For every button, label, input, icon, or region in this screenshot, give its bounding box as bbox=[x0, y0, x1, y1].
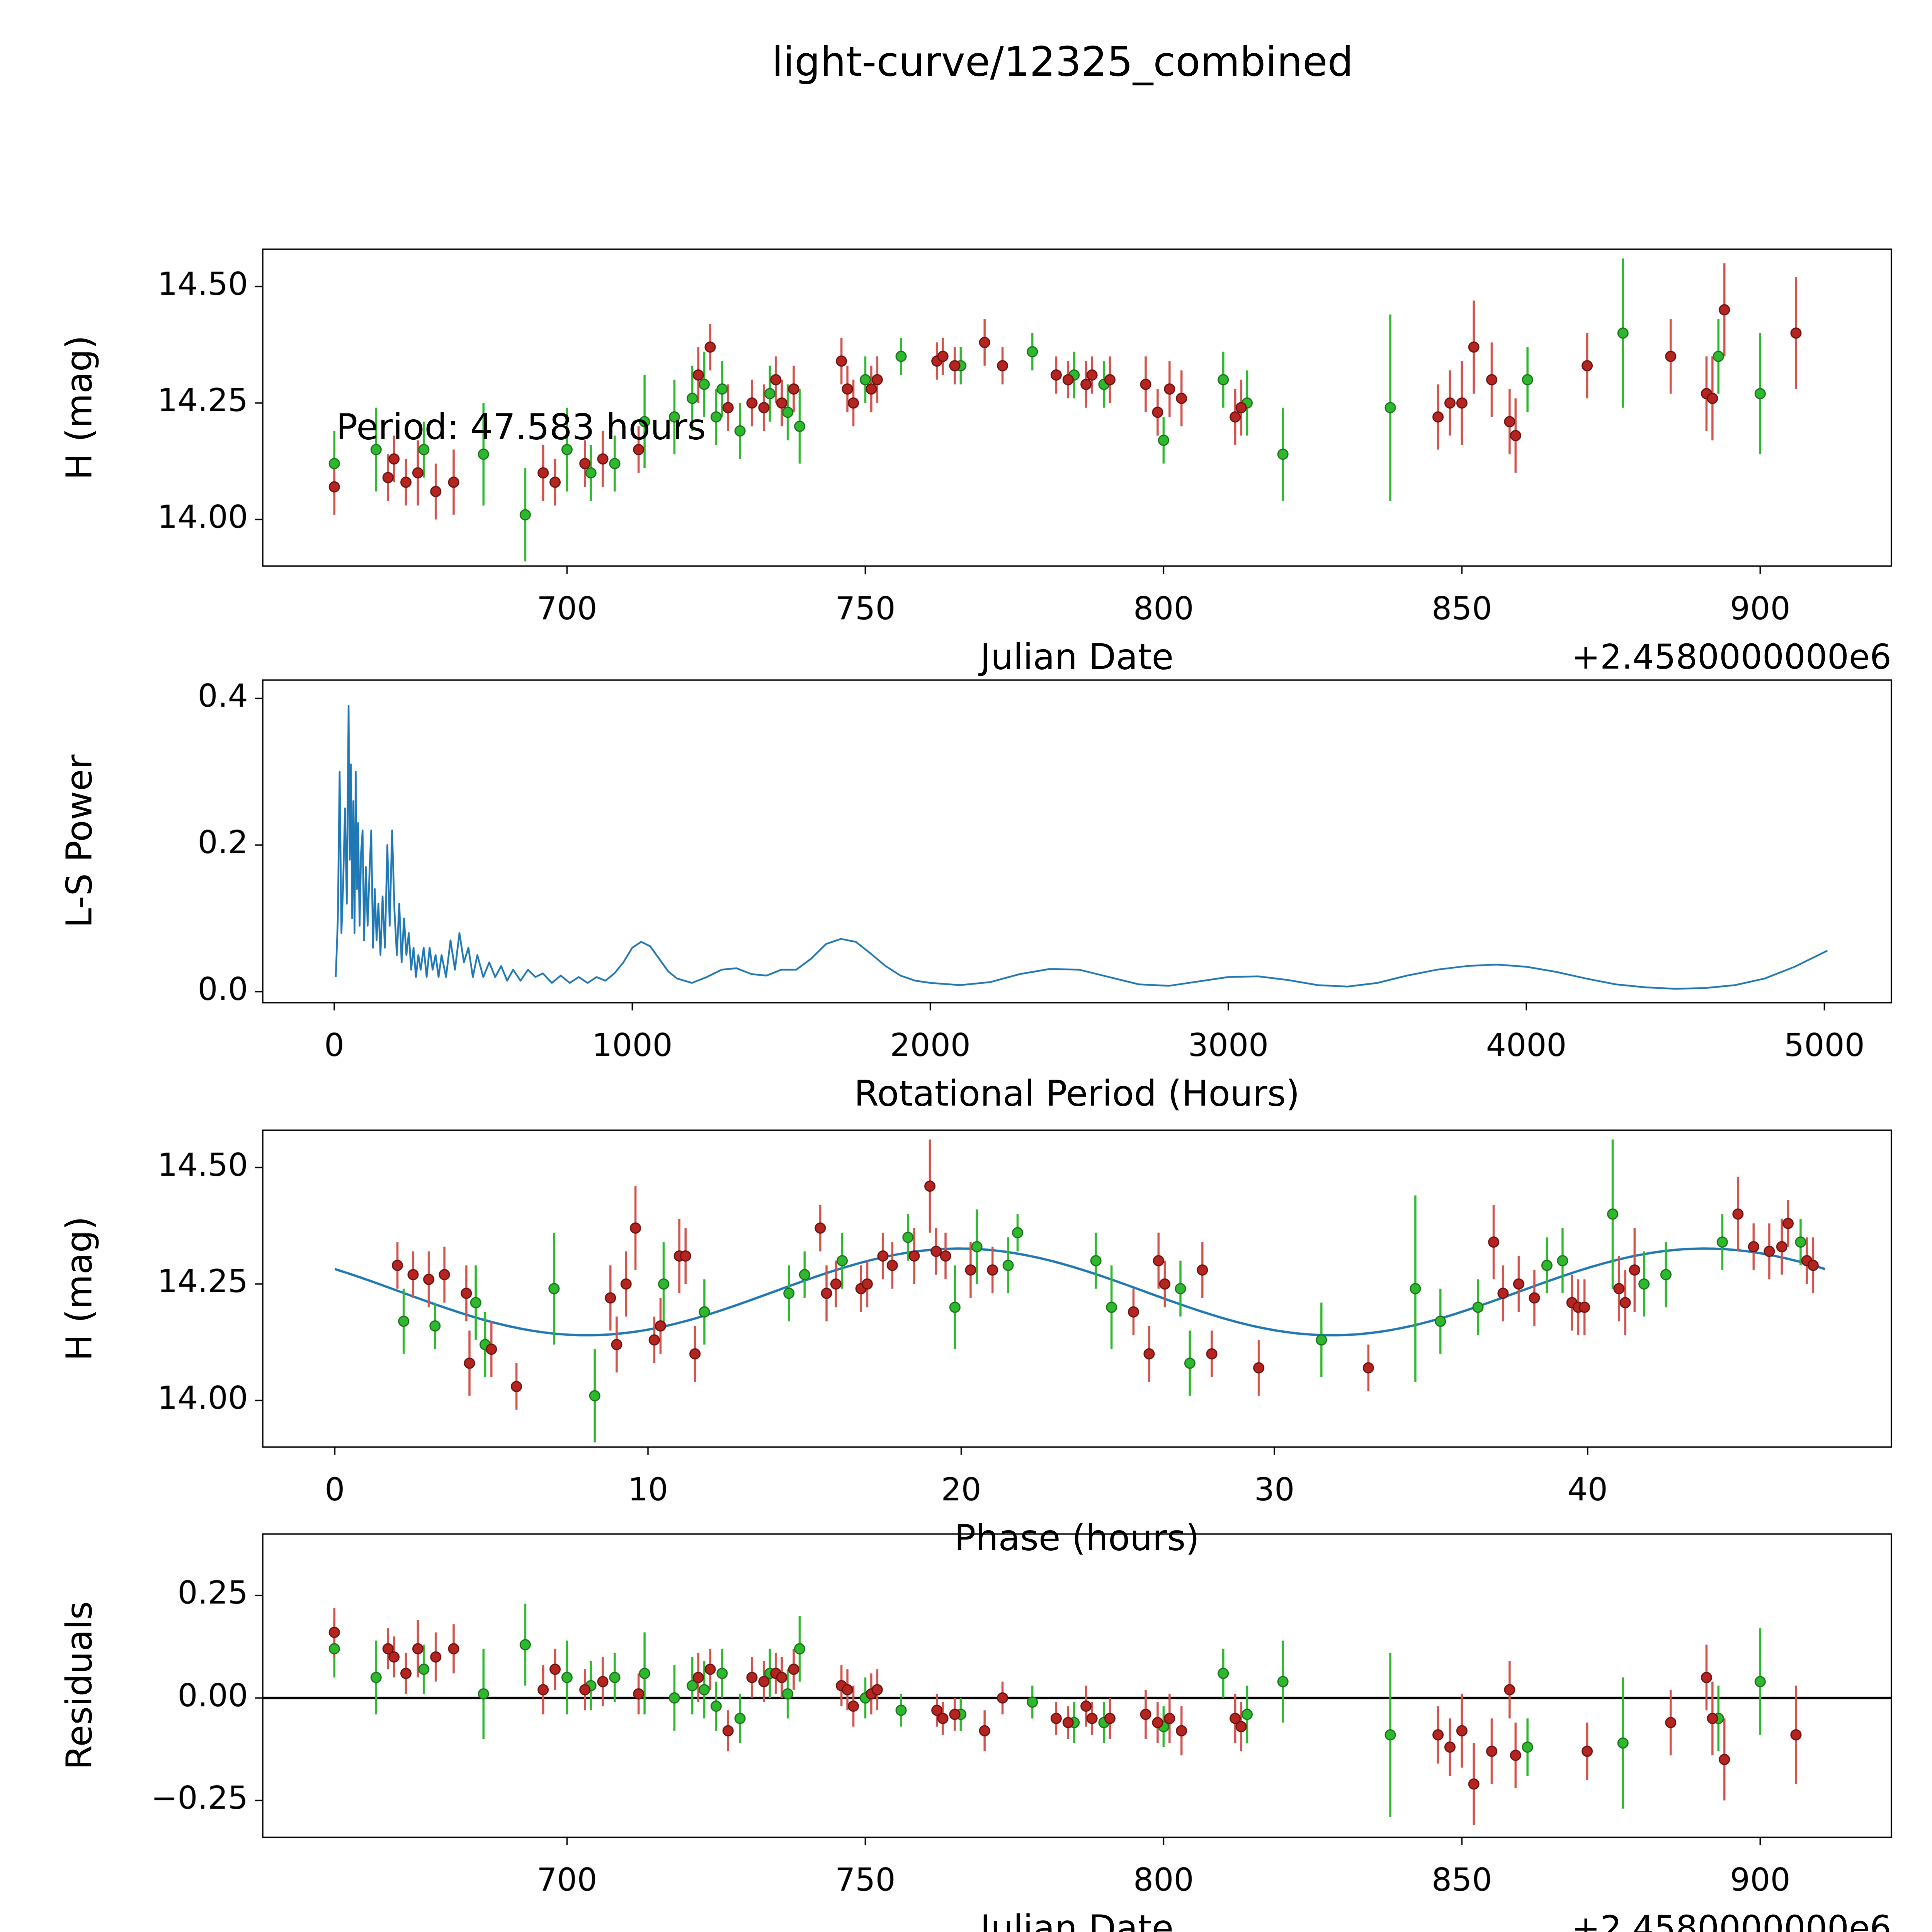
periodogram-plot bbox=[139, 657, 1932, 1072]
phased-light-curve-plot bbox=[139, 1107, 1932, 1517]
figure-title: light-curve/12325_combined bbox=[772, 38, 1354, 85]
xlabel-julian-date-bottom: Julian Date bbox=[980, 1907, 1174, 1932]
ylabel-h-mag-top: H (mag) bbox=[58, 335, 100, 480]
ylabel-residuals: Residuals bbox=[58, 1601, 100, 1770]
jd-magnitude-plot bbox=[139, 226, 1932, 636]
residuals-plot bbox=[139, 1511, 1932, 1907]
period-annotation: Period: 47.583 hours bbox=[336, 406, 706, 448]
ylabel-h-mag-phase: H (mag) bbox=[58, 1216, 100, 1361]
ylabel-ls-power: L-S Power bbox=[58, 754, 100, 928]
jd-axis-offset-bottom: +2.4580000000e6 bbox=[1571, 1908, 1891, 1932]
